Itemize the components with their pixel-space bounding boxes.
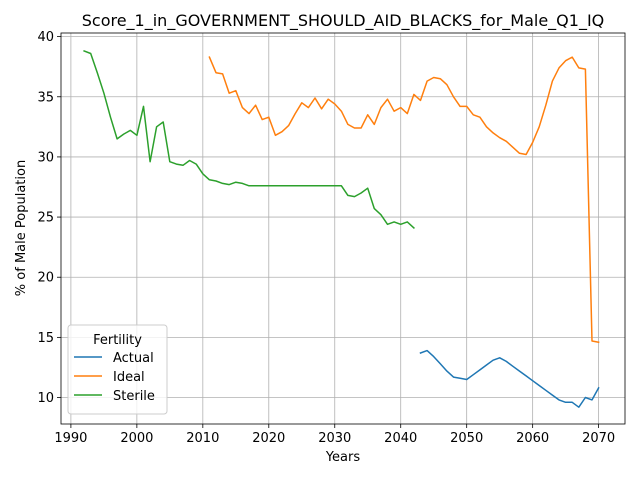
x-axis-label: Years bbox=[325, 450, 361, 465]
x-tick-label: 2020 bbox=[252, 431, 285, 446]
x-tick-label: 2060 bbox=[516, 431, 549, 446]
x-tick-label: 2050 bbox=[450, 431, 483, 446]
series-line-actual bbox=[419, 349, 600, 408]
y-axis-ticks: 10 15 20 25 30 35 40 bbox=[37, 30, 61, 406]
legend-label-actual: Actual bbox=[113, 351, 154, 366]
x-tick-label: 2040 bbox=[384, 431, 417, 446]
y-tick-label: 35 bbox=[37, 90, 54, 105]
legend: Fertility Actual Ideal Sterile bbox=[67, 324, 168, 415]
x-tick-label: 1990 bbox=[54, 431, 87, 446]
series-line-sterile bbox=[83, 50, 415, 229]
legend-box bbox=[67, 324, 168, 415]
chart-title: Score_1_in_GOVERNMENT_SHOULD_AID_BLACKS_… bbox=[82, 11, 605, 31]
y-tick-label: 10 bbox=[37, 391, 54, 406]
y-tick-label: 40 bbox=[37, 30, 54, 45]
legend-label-sterile: Sterile bbox=[113, 389, 155, 404]
plot-frame bbox=[60, 32, 626, 425]
x-tick-label: 2010 bbox=[186, 431, 219, 446]
y-tick-label: 15 bbox=[37, 331, 54, 346]
x-tick-label: 2030 bbox=[318, 431, 351, 446]
y-tick-label: 25 bbox=[37, 211, 54, 226]
series-line-ideal bbox=[208, 56, 600, 344]
y-tick-label: 20 bbox=[37, 271, 54, 286]
legend-title: Fertility bbox=[93, 333, 142, 348]
y-tick-label: 30 bbox=[37, 150, 54, 165]
series-layer bbox=[83, 50, 600, 408]
grid bbox=[61, 33, 625, 424]
x-axis-ticks: 1990 2000 2010 2020 2030 2040 2050 2060 2070 bbox=[54, 424, 615, 446]
y-axis-label: % of Male Population bbox=[14, 160, 29, 296]
x-tick-label: 2070 bbox=[582, 431, 615, 446]
x-tick-label: 2000 bbox=[120, 431, 153, 446]
legend-label-ideal: Ideal bbox=[113, 370, 145, 385]
legend-entries: Actual Ideal Sterile bbox=[74, 351, 155, 404]
